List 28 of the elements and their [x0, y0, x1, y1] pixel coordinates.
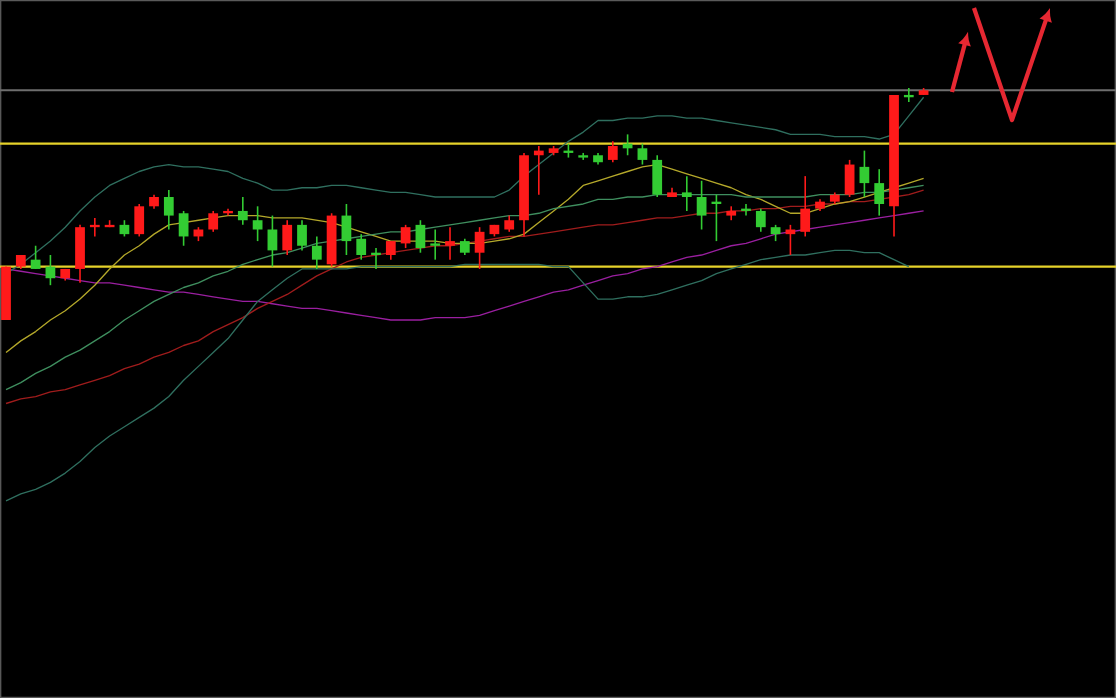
candlestick: [400, 224, 411, 249]
candlestick: [178, 210, 189, 247]
candlestick: [385, 240, 396, 261]
candlestick: [75, 224, 85, 284]
candlestick: [237, 196, 248, 226]
candlestick: [696, 179, 707, 231]
candlestick: [755, 207, 766, 233]
candlestick: [356, 233, 367, 261]
candlestick: [430, 228, 441, 261]
candlestick: [297, 219, 307, 252]
candlestick: [474, 226, 485, 270]
candlestick: [252, 205, 263, 242]
candlestick: [341, 203, 352, 256]
candlestick: [445, 226, 455, 261]
candlestick: [681, 175, 692, 212]
candlestick: [134, 203, 145, 238]
candlestick: [859, 149, 870, 198]
candlestick: [282, 219, 293, 256]
candlestick: [637, 142, 648, 166]
candlestick: [415, 219, 426, 254]
candlestick: [208, 210, 219, 233]
candlestick: [800, 175, 811, 238]
candlestick: [163, 189, 174, 231]
candlestick: [874, 168, 885, 217]
candlestick: [311, 235, 322, 270]
candlestick: [652, 154, 663, 198]
candlestick: [844, 159, 855, 198]
candlestick: [607, 140, 618, 164]
